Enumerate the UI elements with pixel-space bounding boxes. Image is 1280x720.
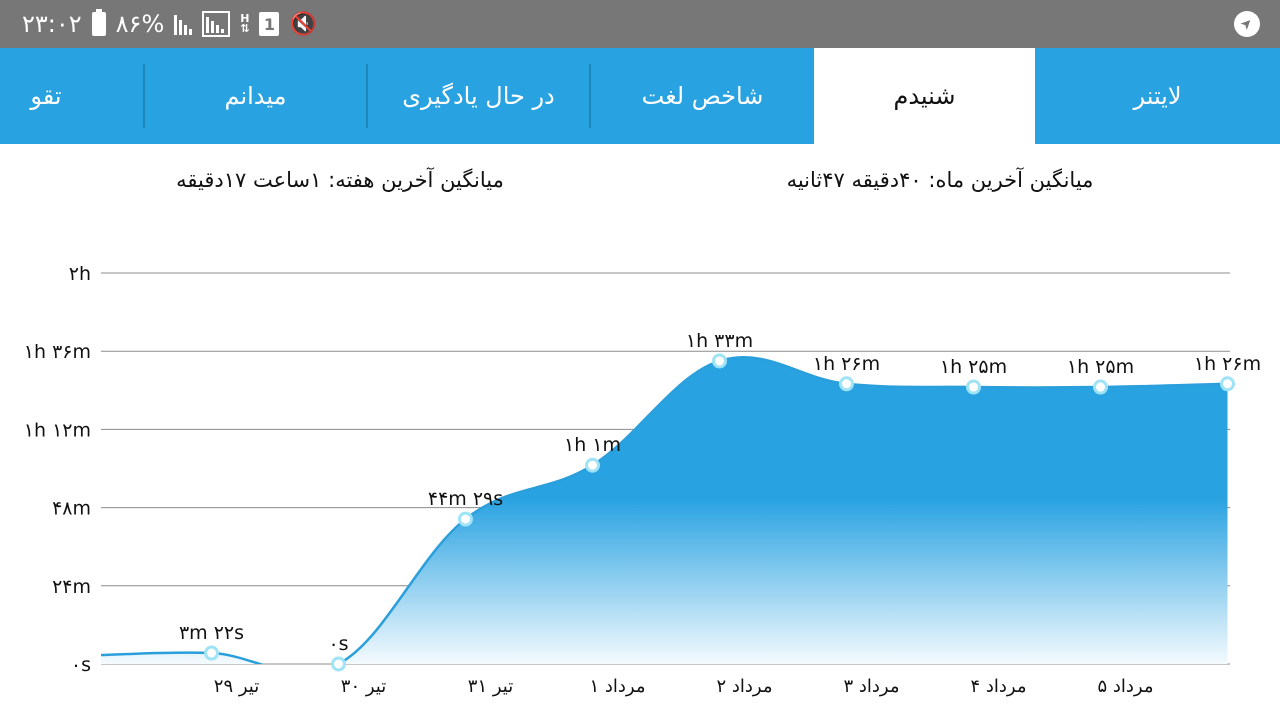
tab-word-index[interactable]: شاخص لغت (641, 82, 764, 110)
mute-icon: 🔇 (289, 11, 317, 37)
series-area (101, 357, 1228, 664)
series-group (100, 355, 1228, 664)
x-tick-label: ۱ مرداد (590, 676, 646, 697)
data-label: ۱h ۲۵m (940, 356, 1007, 378)
tab-bar: لایتنر شنیدم شاخص لغت در حال یادگیری مید… (0, 48, 1280, 144)
battery-icon (91, 9, 106, 36)
navigation-icon: ➤ (1228, 5, 1266, 43)
data-point (204, 645, 219, 661)
y-tick-label: ۱h ۳۶m (24, 341, 91, 363)
tab-known[interactable]: میدانم (224, 82, 287, 110)
data-point (331, 656, 346, 672)
data-label: ۰s (328, 633, 348, 655)
data-point (585, 457, 600, 473)
data-point (1093, 379, 1108, 395)
x-tick-label: ۴ مرداد (971, 676, 1027, 697)
tab-divider (366, 64, 368, 128)
data-h-label: H (240, 12, 250, 25)
y-tick-label: ۱h ۱۲m (24, 419, 91, 441)
sim-icon: 1 (259, 12, 280, 36)
y-tick-label: ۴۸m (52, 498, 91, 520)
signal-box-icon (202, 11, 231, 37)
tab-divider (589, 64, 591, 128)
average-last-month: میانگین آخرین ماه: ۴۰دقیقه ۴۷ثانیه (786, 168, 1094, 192)
status-left: ۲۳:۰۲ ۸۶% H ⇅ 1 🔇 (22, 0, 317, 48)
data-point (966, 379, 981, 395)
y-tick-label: ۲۴m (52, 576, 91, 598)
data-point (1220, 376, 1235, 392)
data-label: ۱h ۲۶m (813, 353, 880, 375)
y-tick-label: ۰s (71, 654, 91, 676)
data-point (839, 376, 854, 392)
x-tick-label: ۲۹ تیر (214, 676, 259, 697)
data-h-icon: H ⇅ (240, 12, 250, 35)
status-bar: ۲۳:۰۲ ۸۶% H ⇅ 1 🔇 ➤ (0, 0, 1280, 48)
data-label: ۳m ۲۲s (179, 622, 244, 644)
listening-time-chart: ۰s ۲۴m ۴۸m ۱h ۱۲m ۱h ۳۶m ۲h ۳m ۲۲s ۰s ۴۴m ۲۹s ۱h … (24, 263, 1261, 697)
tab-calendar[interactable]: تقو (30, 82, 62, 110)
average-last-week: میانگین آخرین هفته: ۱ساعت ۱۷دقیقه (176, 168, 504, 192)
tab-leitner[interactable]: لایتنر (1133, 82, 1182, 110)
data-label: ۱h ۱m (564, 434, 621, 456)
x-tick-label: ۵ مرداد (1098, 676, 1154, 697)
tab-heard[interactable]: شنیدم (814, 48, 1035, 144)
data-arrows: ⇅ (240, 22, 250, 35)
data-point (712, 353, 727, 369)
x-tick-label: ۳۱ تیر (468, 676, 513, 697)
tab-divider (143, 64, 145, 128)
data-point (458, 511, 473, 527)
data-label: ۱h ۲۶m (1194, 353, 1261, 375)
data-label: ۱h ۲۵m (1067, 356, 1134, 378)
status-time: ۲۳:۰۲ (22, 10, 82, 38)
tab-learning[interactable]: در حال یادگیری (402, 82, 555, 110)
x-tick-label: ۳ مرداد (844, 676, 900, 697)
data-label: ۱h ۳۳m (686, 330, 753, 352)
battery-percent: ۸۶% (115, 10, 165, 38)
x-tick-label: ۲ مرداد (717, 676, 773, 697)
x-tick-label: ۳۰ تیر (341, 676, 386, 697)
series-line (100, 355, 1228, 664)
data-label: ۴۴m ۲۹s (428, 488, 503, 510)
y-tick-label: ۲h (69, 263, 91, 285)
signal-icon (174, 13, 193, 35)
